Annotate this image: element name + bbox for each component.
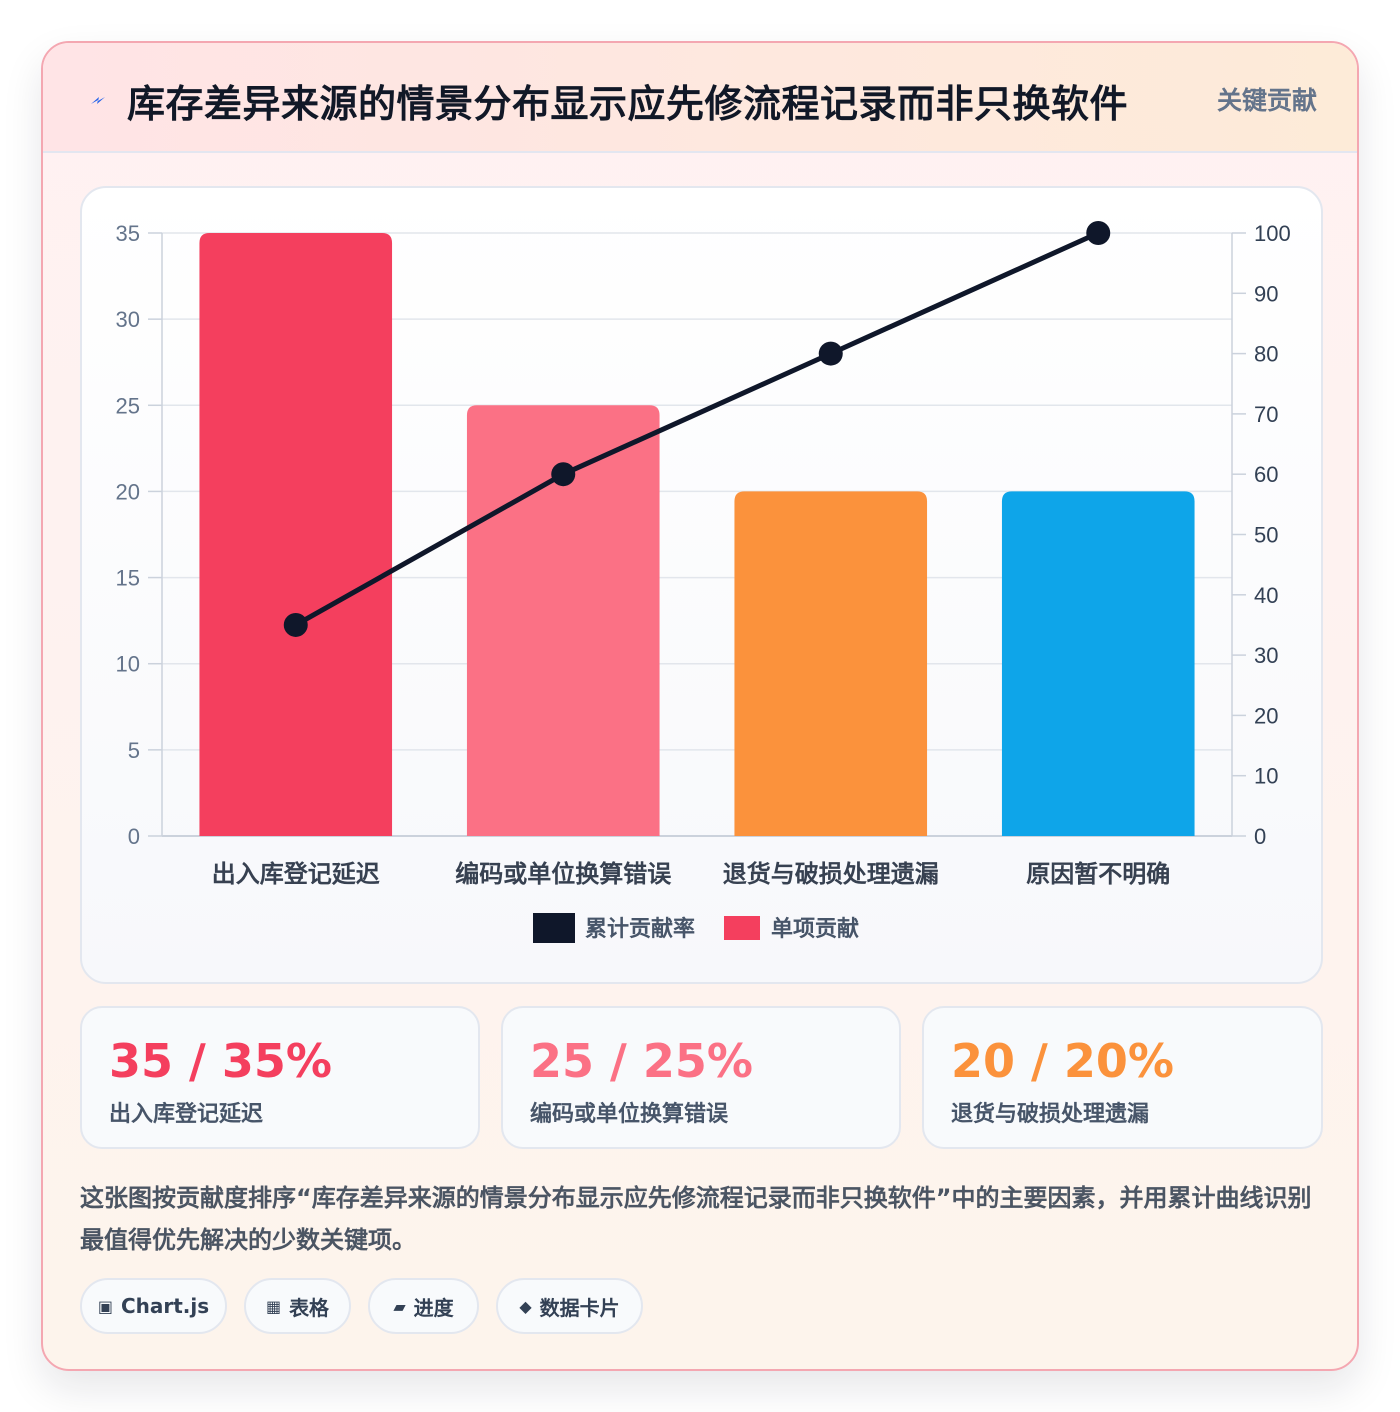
bar — [199, 233, 393, 836]
x-tick-label: 退货与破损处理遗漏 — [723, 860, 939, 888]
y-right-tick-label: 20 — [1254, 703, 1278, 728]
diamond-icon: ◆ — [519, 1296, 532, 1316]
y-right-tick-label: 50 — [1254, 523, 1278, 548]
x-tick-label: 出入库登记延迟 — [212, 860, 380, 888]
stat-value: 25 / 25% — [530, 1034, 753, 1088]
y-left-tick-label: 20 — [116, 479, 140, 504]
legend-swatch-cumulative — [533, 913, 575, 943]
y-right-tick-label: 80 — [1254, 342, 1278, 367]
y-right-tick-label: 40 — [1254, 583, 1278, 608]
chip-label: 表格 — [289, 1295, 330, 1320]
y-left-tick-label: 30 — [116, 307, 140, 332]
y-right-tick-label: 100 — [1254, 221, 1291, 246]
stat-label: 编码或单位换算错误 — [530, 1102, 729, 1127]
stat-card: 25 / 25% 编码或单位换算错误 — [501, 1006, 901, 1149]
page-title: 库存差异来源的情景分布显示应先修流程记录而非只换软件 — [127, 82, 1129, 126]
progress-icon: ▰ — [393, 1296, 406, 1316]
stat-value: 35 / 35% — [109, 1034, 332, 1088]
stat-card: 20 / 20% 退货与破损处理遗漏 — [922, 1006, 1323, 1149]
stat-value: 20 / 20% — [951, 1034, 1174, 1088]
chart-icon: ▣ — [97, 1296, 113, 1316]
y-left-tick-label: 5 — [128, 738, 140, 763]
line-point — [1086, 221, 1111, 245]
chip-table[interactable]: ▦ 表格 — [244, 1278, 351, 1334]
y-left-tick-label: 10 — [116, 652, 140, 677]
chip-label: 数据卡片 — [539, 1295, 620, 1320]
bar — [734, 491, 928, 836]
chart-panel: 0 5 10 15 20 25 30 35 0 10 20 30 40 50 60 70 80 90 100 出入库登… — [80, 186, 1323, 984]
line-point — [551, 462, 576, 487]
chart-card: 库存差异来源的情景分布显示应先修流程记录而非只换软件 关键贡献 0 5 10 15 20… — [41, 41, 1359, 1371]
y-left-tick-label: 0 — [128, 824, 140, 849]
legend-label-cumulative: 累计贡献率 — [585, 916, 695, 942]
header-tag: 关键贡献 — [1216, 86, 1317, 115]
chip-label: 进度 — [413, 1295, 454, 1320]
y-right-tick-label: 10 — [1254, 764, 1278, 789]
y-left-tick-label: 35 — [116, 221, 140, 246]
stat-label: 出入库登记延迟 — [109, 1102, 264, 1127]
chart-description: 这张图按贡献度排序“库存差异来源的情景分布显示应先修流程记录而非只换软件”中的主… — [80, 1184, 1312, 1254]
legend-label-bar: 单项贡献 — [771, 916, 859, 942]
table-icon: ▦ — [265, 1296, 282, 1316]
chip-label: Chart.js — [120, 1294, 210, 1318]
bolt-icon — [91, 97, 105, 104]
y-right-tick-label: 0 — [1254, 824, 1266, 849]
stat-label: 退货与破损处理遗漏 — [951, 1102, 1150, 1127]
line-point — [818, 341, 843, 366]
x-tick-label: 原因暂不明确 — [1026, 860, 1170, 888]
chip-data-card[interactable]: ◆ 数据卡片 — [496, 1278, 643, 1334]
y-right-tick-label: 30 — [1254, 643, 1278, 668]
y-right-tick-label: 90 — [1254, 281, 1278, 306]
y-left-tick-label: 25 — [116, 393, 140, 418]
x-tick-label: 编码或单位换算错误 — [455, 860, 672, 888]
legend-swatch-bar — [724, 916, 760, 940]
y-left-tick-label: 15 — [116, 566, 140, 591]
y-right-tick-label: 70 — [1254, 402, 1278, 427]
chip-progress[interactable]: ▰ 进度 — [368, 1278, 479, 1334]
line-point — [283, 612, 308, 637]
pareto-chart: 0 5 10 15 20 25 30 35 0 10 20 30 40 50 60 70 80 90 100 出入库登… — [116, 221, 1291, 943]
chip-chartjs[interactable]: ▣ Chart.js — [80, 1278, 227, 1334]
y-right-tick-label: 60 — [1254, 462, 1278, 487]
stat-cards: 35 / 35% 出入库登记延迟 25 / 25% 编码或单位换算错误 20 /… — [80, 1006, 1323, 1149]
stat-card: 35 / 35% 出入库登记延迟 — [80, 1006, 480, 1149]
bar — [1001, 491, 1195, 836]
bar — [466, 405, 660, 836]
card-header: 库存差异来源的情景分布显示应先修流程记录而非只换软件 关键贡献 — [43, 43, 1357, 153]
cumulative-line — [294, 230, 1100, 628]
